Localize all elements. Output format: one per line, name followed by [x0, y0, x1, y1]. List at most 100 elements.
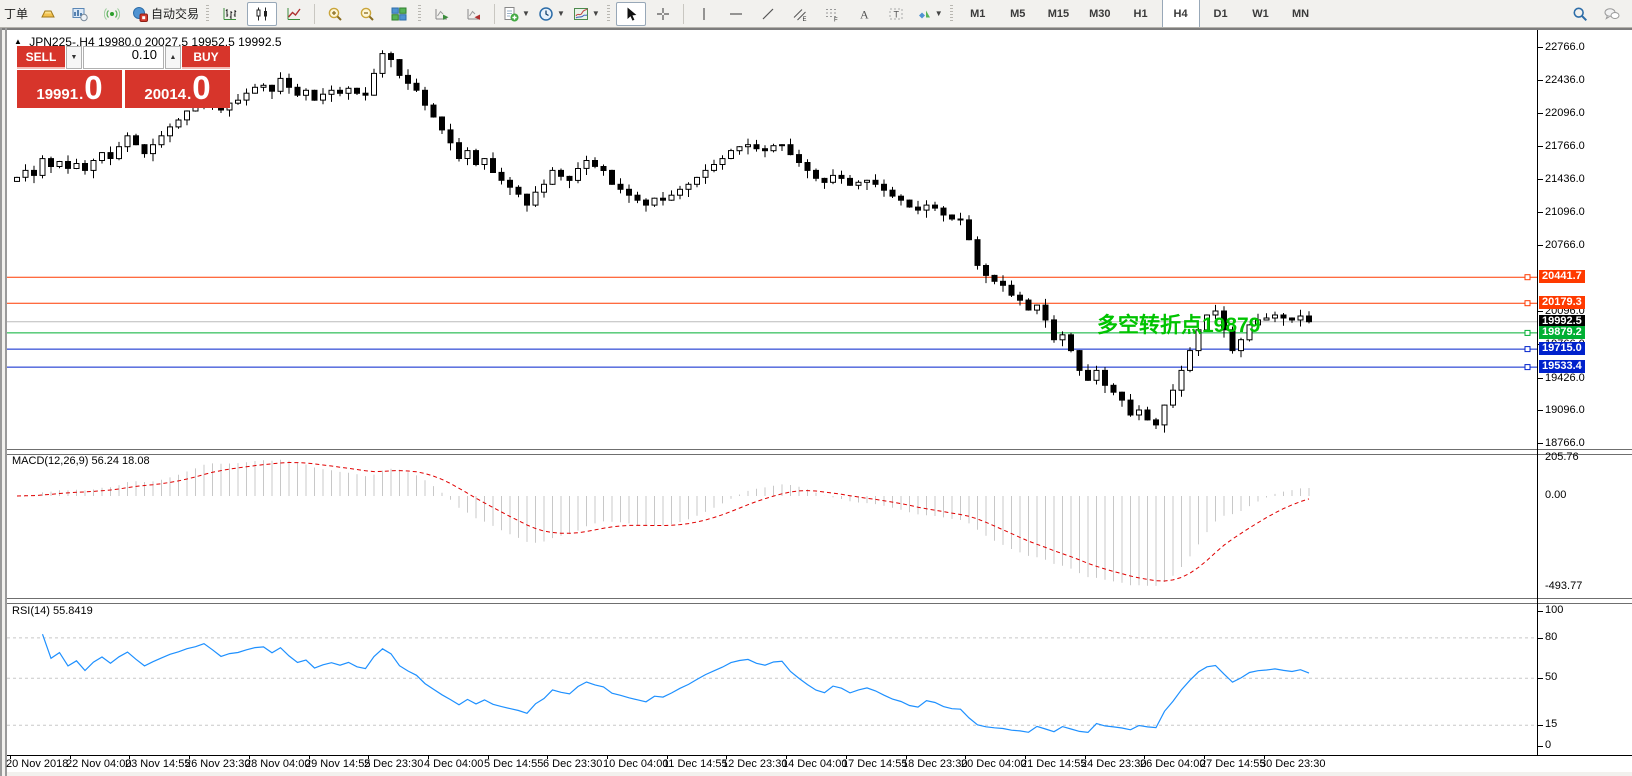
- bull-candle: [583, 160, 590, 169]
- dropdown-arrow-icon[interactable]: ▼: [934, 9, 943, 18]
- bear-candle: [1127, 399, 1134, 416]
- candlestick-chart-button[interactable]: [247, 1, 278, 26]
- time-axis-border: [7, 755, 1632, 756]
- auto-scroll-button[interactable]: [427, 2, 457, 26]
- gold-ingot-icon[interactable]: [33, 2, 63, 26]
- templates-button[interactable]: ▼: [570, 2, 603, 26]
- zoom-out-button[interactable]: [352, 2, 382, 26]
- dropdown-arrow-icon[interactable]: ▼: [522, 9, 530, 18]
- buy-button[interactable]: BUY: [182, 46, 230, 69]
- x-axis-label: 14 Dec 04:00: [782, 758, 848, 770]
- bear-candle: [626, 188, 632, 196]
- line-handle[interactable]: [1524, 329, 1531, 336]
- bear-candle: [1000, 280, 1006, 286]
- timeframe-m15-button[interactable]: M15: [1047, 7, 1070, 20]
- bar-chart-button[interactable]: [215, 2, 245, 26]
- sell-price-panel[interactable]: 19991. 0: [17, 70, 122, 108]
- y-tick-mark: [1538, 378, 1543, 379]
- bull-candle: [116, 146, 122, 160]
- bull-candle: [1246, 324, 1253, 341]
- text-label-glyph: T: [888, 6, 904, 22]
- timeframe-m5-button[interactable]: M5: [1010, 7, 1026, 20]
- line-chart-button[interactable]: [279, 2, 309, 26]
- main-chart-plot[interactable]: [7, 30, 1632, 450]
- timeframe-w1-button[interactable]: W1: [1252, 7, 1269, 20]
- line-handle[interactable]: [1524, 274, 1531, 281]
- bull-candle: [1255, 319, 1261, 326]
- timeframe-mn-button[interactable]: MN: [1291, 7, 1310, 20]
- bear-candle: [847, 177, 853, 186]
- cursor-button[interactable]: [615, 1, 646, 26]
- chart-shift-button[interactable]: [459, 2, 489, 26]
- dropdown-arrow-icon[interactable]: ▼: [556, 9, 565, 18]
- x-axis-label: 23 Nov 14:55: [125, 758, 191, 770]
- dropdown-arrow-icon[interactable]: ▼: [591, 9, 600, 18]
- vertical-line-button[interactable]: [689, 2, 719, 26]
- signals-icon[interactable]: [97, 2, 127, 26]
- bear-candle: [991, 274, 998, 282]
- rsi-indicator-label: RSI(14) 55.8419: [12, 605, 93, 617]
- line-handle[interactable]: [1524, 346, 1531, 353]
- search-icon[interactable]: [1565, 2, 1595, 26]
- arrows-shapes-button[interactable]: ▼: [913, 2, 946, 26]
- new-order-button[interactable]: 丁单: [1, 2, 31, 26]
- timeframe-h4-button[interactable]: H4: [1161, 0, 1200, 27]
- trendline-button[interactable]: [753, 2, 783, 26]
- timeframe-d1-button[interactable]: D1: [1213, 7, 1228, 20]
- chat-icon[interactable]: [1597, 2, 1627, 26]
- bull-candle: [150, 144, 156, 155]
- crosshair-button[interactable]: [648, 2, 678, 26]
- bull-candle: [243, 92, 250, 101]
- autotrading-button[interactable]: 自动交易: [129, 2, 202, 26]
- zoom-in-button[interactable]: [320, 2, 350, 26]
- toolbar-separator: [682, 3, 684, 24]
- rsi-axis-label: 0: [1545, 739, 1552, 751]
- bear-candle: [787, 144, 794, 156]
- text-button[interactable]: A: [849, 2, 879, 26]
- bull-candle: [1170, 389, 1176, 406]
- x-tick-mark: [906, 755, 907, 759]
- chart-window-icon[interactable]: [65, 2, 95, 26]
- volume-increase-button[interactable]: ▲: [165, 46, 181, 69]
- line-handle[interactable]: [1524, 300, 1531, 307]
- horizontal-line-button[interactable]: [721, 2, 751, 26]
- x-axis-label: 28 Nov 04:00: [245, 758, 311, 770]
- volume-input[interactable]: 0.10: [83, 46, 164, 69]
- collapse-triangle-icon[interactable]: ▲: [14, 37, 22, 46]
- rsi-splitter[interactable]: [7, 598, 1632, 604]
- volume-decrease-button[interactable]: ▼: [66, 46, 82, 69]
- timeframe-h1-button[interactable]: H1: [1133, 7, 1148, 20]
- window-frame-left: [0, 28, 2, 776]
- bear-candle: [362, 92, 369, 96]
- bull-candle: [167, 126, 173, 137]
- bull-candle: [260, 84, 267, 88]
- fibonacci-button[interactable]: F: [817, 2, 847, 26]
- equidistant-channel-button[interactable]: E: [785, 2, 815, 26]
- bull-candle: [1161, 404, 1168, 426]
- x-axis-label: 27 Dec 14:55: [1200, 758, 1266, 770]
- macd-splitter[interactable]: [7, 449, 1632, 455]
- macd-plot[interactable]: [7, 453, 1632, 598]
- line-handle[interactable]: [1524, 364, 1531, 371]
- bear-candle: [1025, 299, 1032, 311]
- bull-candle: [90, 160, 97, 171]
- periods-clock-button[interactable]: ▼: [535, 2, 568, 26]
- sell-button[interactable]: SELL: [17, 46, 65, 69]
- buy-price-panel[interactable]: 20014. 0: [125, 70, 230, 108]
- bull-candle: [14, 176, 20, 182]
- rsi-plot[interactable]: [7, 602, 1632, 755]
- x-axis-label: 17 Dec 14:55: [842, 758, 908, 770]
- bull-candle: [770, 145, 777, 152]
- text-label-button[interactable]: T: [881, 2, 911, 26]
- y-tick-mark: [1538, 611, 1543, 612]
- timeframe-m30-button[interactable]: M30: [1089, 7, 1111, 20]
- x-tick-mark: [70, 755, 71, 759]
- tile-windows-button[interactable]: [384, 2, 414, 26]
- bull-candle: [1093, 369, 1100, 381]
- timeframe-m1-button[interactable]: M1: [970, 7, 986, 20]
- bear-candle: [294, 86, 301, 96]
- indicators-add-button[interactable]: ▼: [500, 2, 533, 26]
- crosshair-glyph: [655, 6, 671, 22]
- bull-candle: [277, 77, 284, 92]
- x-tick-mark: [1264, 755, 1265, 759]
